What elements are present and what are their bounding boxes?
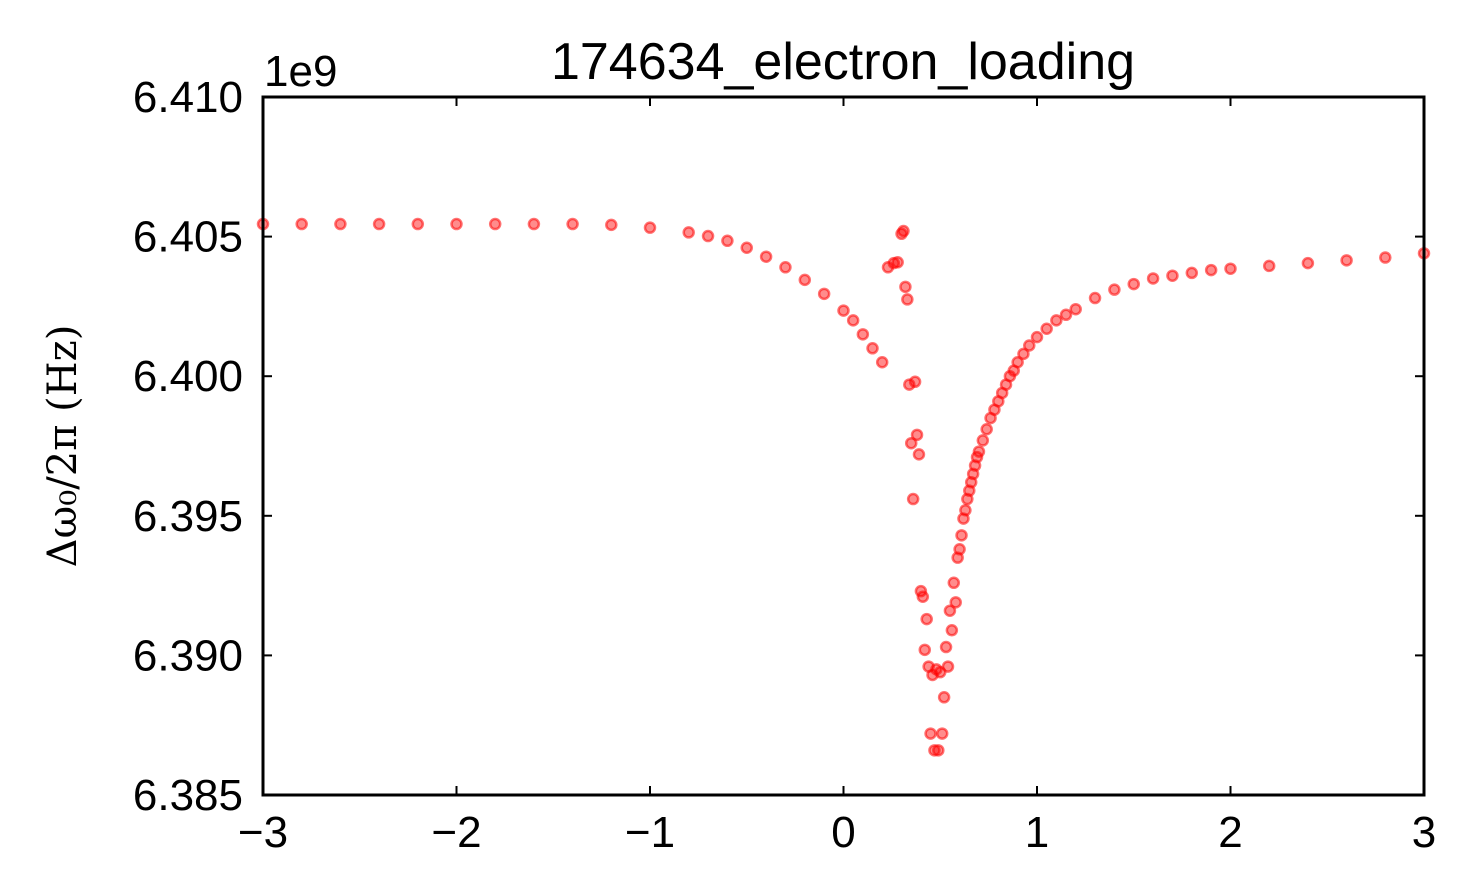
y-tick-label: 6.385 [133,771,243,820]
data-point [904,436,918,450]
y-axis-label: Δω₀/2π (Hz) [40,325,86,568]
data-point [1204,263,1218,277]
plot-frame [261,95,1426,797]
y-tick-label: 6.395 [133,492,243,541]
y-tick-label: 6.405 [133,213,243,262]
data-point [972,445,986,458]
data-point [605,218,618,232]
x-tick-label: 1 [1025,808,1049,857]
x-tick-label: −2 [431,808,481,857]
data-point [908,375,922,389]
data-point [980,422,993,436]
data-point [918,643,932,657]
data-point [1030,330,1044,344]
data-point [891,256,904,269]
data-point [866,342,879,355]
data-point [488,217,502,231]
data-point [935,727,949,740]
x-tick-label: 3 [1412,808,1436,857]
data-point [1050,314,1063,327]
axis-ticks: −3 −2 −1 0 1 2 3 6.385 6.390 6.395 6.400 6.405 6.410 [133,73,1436,857]
data-point [295,217,308,231]
data-point [941,660,955,673]
y-tick-label: 6.390 [133,631,243,680]
x-tick-label: 0 [831,808,855,857]
data-point [1166,269,1179,282]
data-point [1340,254,1353,267]
data-point [721,234,734,248]
data-point [372,217,386,231]
data-point [937,691,951,704]
data-point [1069,302,1082,316]
data-point [566,217,579,231]
data-point [1040,322,1053,335]
data-point [897,224,910,238]
data-point [701,229,715,243]
data-point [682,226,695,239]
data-point [949,596,962,609]
data-point [856,328,870,341]
x-tick-label: −1 [625,808,675,857]
data-point [920,612,933,626]
data-point [1108,283,1121,296]
data-point [450,217,463,231]
data-point [939,640,953,654]
data-point [817,287,831,301]
chart-title: 174634_electron_loading [551,33,1135,91]
data-point [1224,262,1237,275]
data-point [947,576,961,590]
x-tick-label: 2 [1218,808,1242,857]
data-points [256,217,1431,757]
data-point [910,428,924,442]
data-point [1262,259,1276,273]
data-point [899,280,912,294]
y-offset-label: 1e9 [264,47,337,96]
data-point [837,304,850,317]
x-tick-label: −3 [238,808,288,857]
data-point [846,314,860,327]
data-point [1301,256,1315,270]
data-point [334,217,347,231]
data-point [740,241,753,255]
data-point [924,727,937,740]
data-point [955,529,968,542]
y-tick-label: 6.410 [133,73,243,122]
data-point [527,217,541,231]
data-point [916,590,930,604]
data-point [1059,308,1073,322]
data-point [901,293,914,306]
data-point [759,250,773,263]
data-point [912,448,926,461]
data-point [1088,291,1102,305]
data-point [798,273,812,287]
data-point [945,624,959,637]
data-point [875,355,889,369]
data-point [411,217,425,231]
data-point [932,744,945,757]
data-point [1023,339,1036,352]
data-point [1127,277,1140,291]
data-point [943,604,957,617]
data-point [906,492,920,506]
data-point [1146,272,1160,285]
data-point [1017,347,1030,361]
data-point [1185,266,1199,280]
data-point [959,503,972,517]
data-point [1011,355,1024,369]
data-point [1379,251,1392,264]
data-point [643,221,657,234]
data-point [779,261,792,274]
data-point [953,543,966,556]
data-point [976,434,990,447]
y-tick-label: 6.400 [133,352,243,401]
